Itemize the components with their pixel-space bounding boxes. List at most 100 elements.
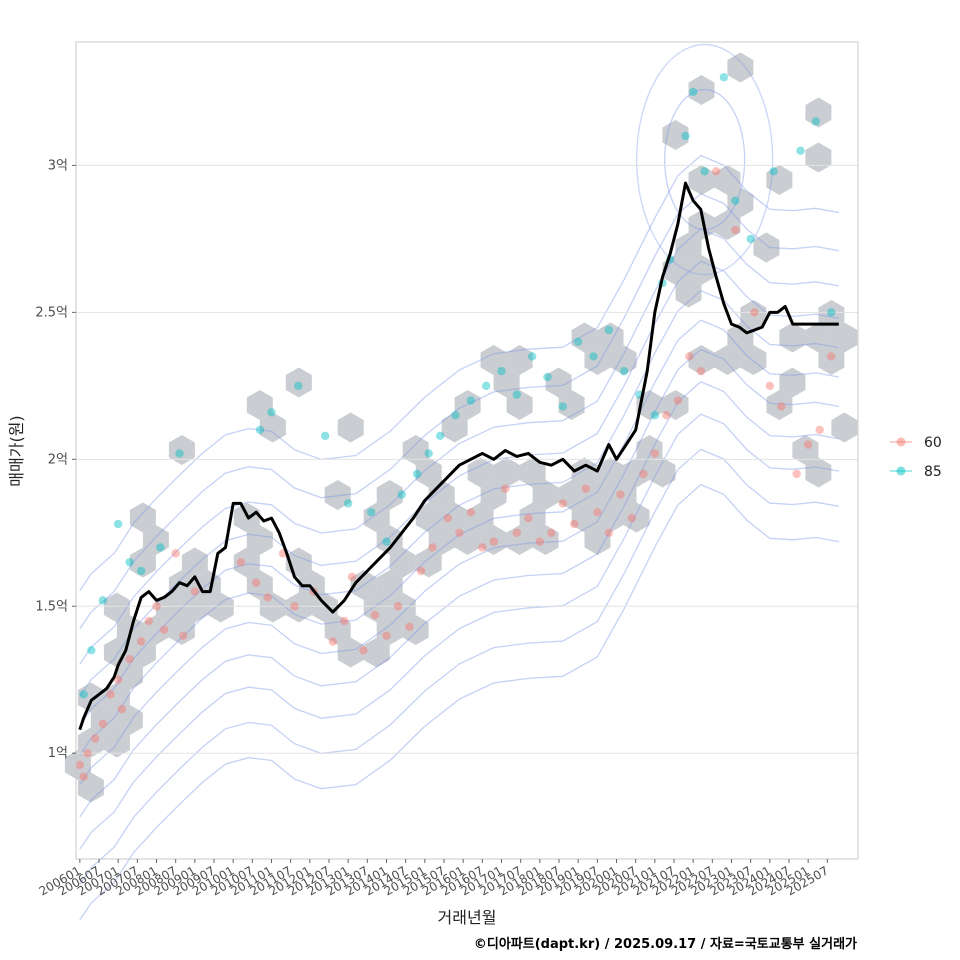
scatter-point-85: [397, 490, 407, 499]
hexbin-cell: [64, 750, 91, 780]
scatter-point-60: [815, 425, 824, 435]
hexbin-cell: [584, 480, 611, 510]
hexbin-cell: [675, 232, 702, 263]
hexbin-cell: [259, 412, 286, 443]
hexbin-cell: [506, 390, 533, 420]
hexbin-cell: [597, 502, 624, 533]
scatter-point-60: [347, 572, 357, 582]
hexbin-cell: [467, 457, 494, 488]
scatter-point-85: [573, 337, 583, 346]
scatter-point-60: [340, 616, 349, 626]
scatter-point-60: [803, 440, 813, 449]
density-contour: [664, 88, 746, 231]
scatter-point-60: [75, 760, 85, 770]
scatter-point-60: [443, 513, 453, 523]
scatter-point-60: [535, 537, 545, 546]
hexbin-cell: [623, 457, 650, 488]
hexbin-cell: [688, 255, 715, 285]
hexbin-cell: [350, 570, 377, 600]
scatter-point-60: [405, 622, 414, 632]
hexbin-cell: [142, 615, 169, 645]
hexbin-cell: [103, 592, 130, 623]
scatter-point-60: [393, 602, 403, 611]
hexbin-cell: [116, 660, 143, 690]
scatter-point-85: [527, 352, 537, 361]
scatter-point-85: [156, 543, 165, 552]
hexbin-cell: [558, 390, 585, 420]
hexbin-cell: [77, 727, 104, 758]
hexbin-cell: [805, 457, 832, 488]
hexbin-cell: [90, 705, 117, 735]
hexbin-cell: [376, 525, 403, 555]
hexbin-cell: [415, 502, 442, 533]
scatter-point-85: [811, 117, 821, 126]
scatter-point-60: [501, 484, 510, 493]
scatter-point-85: [294, 381, 303, 391]
hexbin-cell: [766, 165, 793, 195]
scatter-point-60: [524, 513, 533, 523]
legend-label: 85: [924, 464, 942, 480]
hexbin-cell: [532, 480, 559, 510]
legend-key-point: [896, 466, 906, 476]
hexbin-cell: [493, 457, 520, 488]
scatter-point-60: [190, 587, 200, 596]
hexbin-cell: [727, 52, 754, 83]
hexbin-cell: [259, 592, 286, 623]
scatter-point-60: [826, 352, 836, 361]
scatter-point-60: [328, 637, 338, 646]
hexbin-cell: [766, 390, 793, 420]
hexbin-cell: [376, 570, 403, 600]
scatter-point-85: [512, 390, 522, 399]
hexbin-cell: [155, 592, 182, 623]
density-contour-layer: [79, 43, 839, 921]
scatter-point-85: [769, 167, 778, 176]
scatter-point-85: [746, 234, 755, 244]
scatter-point-60: [466, 508, 476, 517]
scatter-point-85: [255, 425, 265, 435]
y-tick-label: 2억: [48, 452, 68, 467]
hexbin-cell: [714, 210, 741, 240]
density-contour: [79, 448, 839, 885]
scatter-point-60: [152, 602, 161, 611]
hexbin-cell: [506, 345, 533, 375]
gridline-layer: [76, 164, 858, 754]
density-contour: [79, 260, 839, 697]
hexbin-cell: [480, 480, 507, 510]
scatter-point-60: [765, 381, 775, 391]
scatter-point-60: [79, 772, 88, 781]
hexbin-cell: [597, 457, 624, 488]
legend-key-point: [896, 437, 906, 447]
hexbin-cell: [233, 547, 260, 578]
scatter-point-60: [236, 557, 246, 567]
scatter-point-60: [696, 366, 706, 376]
hexbin-cell: [428, 525, 455, 555]
scatter-point-85: [267, 408, 276, 417]
hexbin-cell: [129, 637, 156, 668]
hexbin-cell: [662, 120, 689, 150]
scatter-point-60: [136, 637, 146, 646]
hexbin-cell: [168, 615, 195, 645]
hexbin-cell: [324, 480, 351, 510]
scatter-point-85: [136, 566, 146, 576]
hexbin-cell: [649, 457, 676, 488]
hexbin-cell: [805, 97, 832, 128]
hexbin-cell: [792, 435, 819, 465]
scatter-point-85: [700, 167, 709, 176]
scatter-point-85: [366, 508, 376, 517]
scatter-point-60: [650, 449, 660, 458]
hexbin-cell: [168, 435, 195, 465]
y-tick-label: 1억: [48, 746, 68, 761]
hexbin-cell: [181, 547, 208, 578]
hexbin-cell: [324, 615, 351, 645]
scatter-point-85: [796, 146, 805, 155]
scatter-point-85: [543, 372, 552, 382]
hexbin-cell: [415, 457, 442, 488]
scatter-point-60: [570, 519, 579, 529]
y-axis-title: 매매가(원): [7, 415, 26, 486]
density-contour: [79, 413, 839, 850]
scatter-point-60: [106, 690, 115, 699]
x-axis-title: 거래년월: [438, 908, 497, 927]
scatter-point-85: [87, 646, 96, 655]
hexbin-cell: [584, 345, 611, 375]
scatter-point-60: [489, 537, 499, 546]
